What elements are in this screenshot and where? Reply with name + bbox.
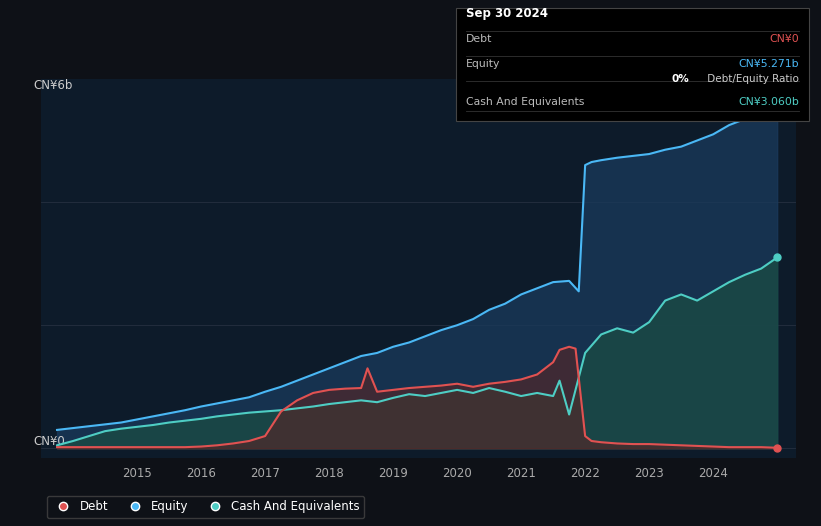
Text: Debt: Debt [466,34,492,44]
Text: CN¥0: CN¥0 [34,435,65,448]
Text: CN¥3.060b: CN¥3.060b [738,97,799,107]
Text: Equity: Equity [466,59,500,69]
Text: Sep 30 2024: Sep 30 2024 [466,7,548,21]
Text: CN¥6b: CN¥6b [34,79,73,92]
Text: 0%: 0% [672,74,690,84]
Text: Debt/Equity Ratio: Debt/Equity Ratio [704,74,799,84]
Text: CN¥5.271b: CN¥5.271b [738,59,799,69]
Text: CN¥0: CN¥0 [769,34,799,44]
Legend: Debt, Equity, Cash And Equivalents: Debt, Equity, Cash And Equivalents [47,495,365,518]
Text: Cash And Equivalents: Cash And Equivalents [466,97,584,107]
